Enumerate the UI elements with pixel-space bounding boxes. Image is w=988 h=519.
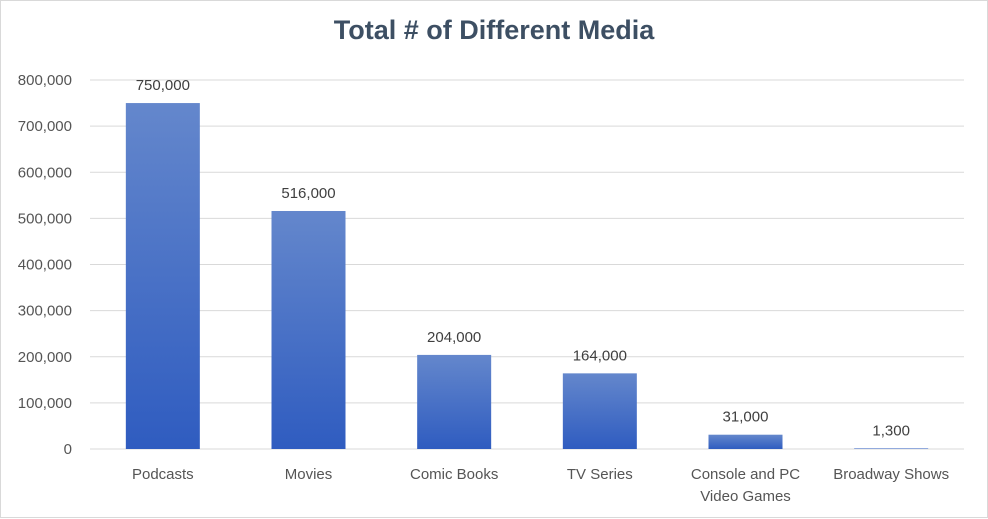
data-label: 516,000 (281, 185, 335, 202)
x-tick-label: Movies (285, 466, 333, 483)
y-tick-label: 500,000 (18, 210, 72, 227)
bar (271, 210, 346, 449)
bar (562, 373, 637, 449)
y-tick-label: 100,000 (18, 395, 72, 412)
bar (854, 448, 929, 449)
y-tick-label: 0 (64, 441, 72, 458)
bar (417, 354, 492, 449)
data-label: 750,000 (136, 77, 190, 94)
x-tick-label: Comic Books (410, 466, 498, 483)
data-label: 164,000 (573, 347, 627, 364)
bar (708, 434, 783, 449)
y-tick-label: 700,000 (18, 118, 72, 135)
x-tick-label: Podcasts (132, 466, 194, 483)
x-tick-label: TV Series (567, 466, 633, 483)
y-tick-label: 300,000 (18, 303, 72, 320)
y-tick-label: 400,000 (18, 257, 72, 274)
y-tick-label: 200,000 (18, 349, 72, 366)
y-tick-label: 600,000 (18, 164, 72, 181)
x-tick-label: Console and PC Video Games (691, 466, 800, 505)
data-label: 31,000 (723, 409, 769, 426)
chart-title: Total # of Different Media (333, 15, 655, 45)
data-label: 204,000 (427, 329, 481, 346)
y-tick-label: 800,000 (18, 72, 72, 89)
data-label: 1,300 (872, 422, 910, 439)
bar (125, 103, 200, 449)
x-tick-label: Broadway Shows (833, 466, 949, 483)
